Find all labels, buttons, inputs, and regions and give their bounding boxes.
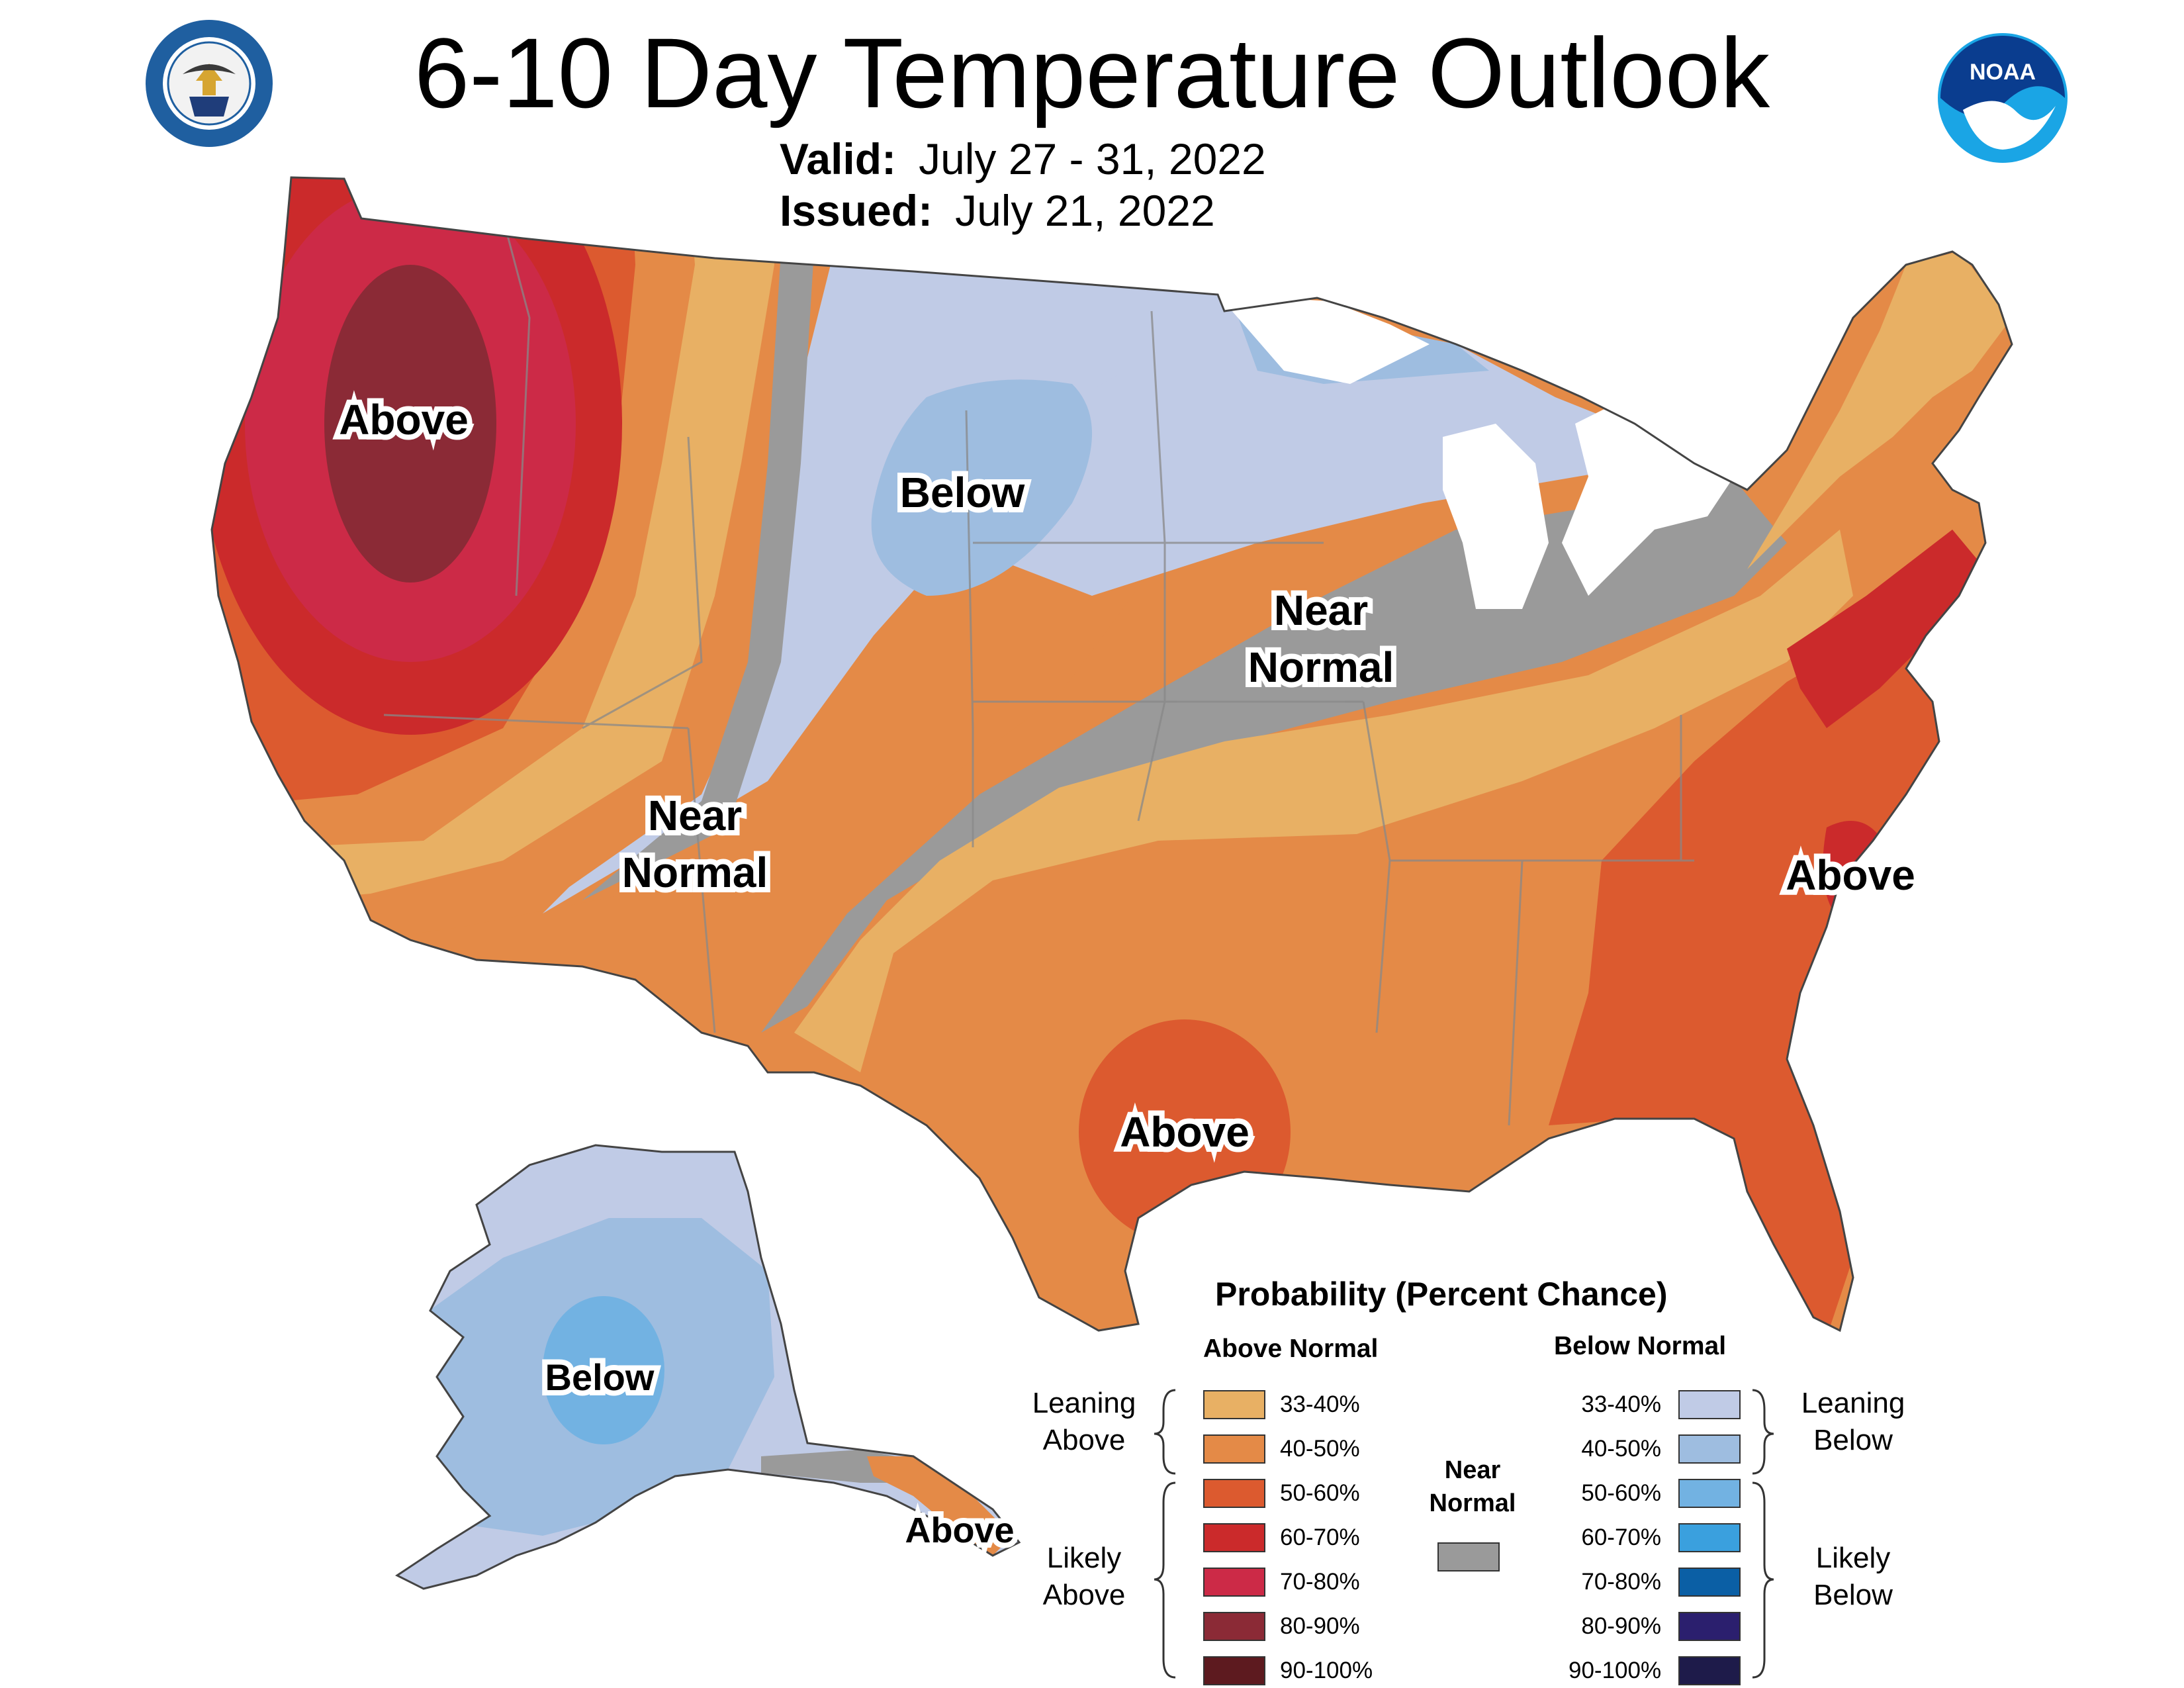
label-midwest-near-line1: Near [1274,586,1368,634]
legend-near-line1: Near [1444,1456,1501,1484]
legend-above-range: 90-100% [1280,1658,1373,1683]
issued-value: July 21, 2022 [955,186,1215,235]
legend-above-range: 70-80% [1280,1569,1360,1595]
legend-below-range: 60-70% [1581,1524,1661,1550]
legend-below-range: 33-40% [1581,1391,1661,1417]
legend-leaning-above-line1: Leaning [1032,1387,1136,1419]
valid-label: Valid: [780,134,897,183]
legend-below-swatch [1678,1390,1741,1419]
noaa-logo-icon: NOAA [1938,33,2068,163]
legend-above-range: 50-60% [1280,1480,1360,1506]
legend-likely-above-label: Likely Above [1011,1540,1157,1614]
legend-near-normal-label: Near Normal [1410,1454,1535,1520]
legend-below-range: 50-60% [1581,1480,1661,1506]
legend-likely-below-line2: Below [1813,1579,1893,1611]
legend-below-range: 40-50% [1581,1436,1661,1462]
legend-above-range: 33-40% [1280,1391,1360,1417]
legend-braces [1154,1389,1774,1679]
alaska-outline [395,1144,1021,1590]
legend-below-range: 70-80% [1581,1569,1661,1595]
legend-likely-below-line1: Likely [1815,1542,1891,1574]
legend-above-swatch [1203,1612,1265,1641]
legend-above-range: 40-50% [1280,1436,1360,1462]
label-southwest-near-line1: Near [648,792,742,839]
legend-below-swatch [1678,1568,1741,1597]
label-southwest-near-line2: Normal [622,849,768,896]
legend-below-swatch [1678,1479,1741,1508]
legend-above-range: 80-90% [1280,1613,1360,1639]
legend-likely-below-label: Likely Below [1780,1540,1926,1614]
legend-above-swatch [1203,1656,1265,1685]
noaa-logo-text: NOAA [1970,60,2036,85]
label-alaska-above: Above [905,1511,1014,1550]
conus-outline [210,176,2013,1333]
legend-above-swatch [1203,1390,1265,1419]
legend-below-swatch [1678,1523,1741,1552]
legend-likely-above-line2: Above [1042,1579,1126,1611]
legend-leaning-below-line2: Below [1813,1424,1893,1456]
valid-date-line: Valid: July 27 - 31, 2022 [780,132,1266,185]
valid-value: July 27 - 31, 2022 [919,134,1266,183]
legend-near-normal-swatch [1437,1542,1500,1571]
legend-above-swatch [1203,1479,1265,1508]
label-alaska-below: Below [545,1356,655,1398]
legend-below-range: 90-100% [1569,1658,1662,1683]
legend-title: Probability (Percent Chance) [1215,1276,1668,1313]
legend-leaning-below-line1: Leaning [1801,1387,1905,1419]
label-west-above: Above [339,396,469,444]
issued-date-line: Issued: July 21, 2022 [780,184,1215,237]
legend-above-range: 60-70% [1280,1524,1360,1550]
legend-leaning-above-label: Leaning Above [1011,1385,1157,1459]
legend-below-range: 80-90% [1581,1613,1661,1639]
legend-leaning-below-label: Leaning Below [1780,1385,1926,1459]
legend-near-line2: Normal [1429,1489,1516,1517]
legend-below-swatch [1678,1612,1741,1641]
page-title: 6-10 Day Temperature Outlook [414,17,1770,128]
label-texas-above: Above [1120,1108,1250,1156]
legend-below-heading: Below Normal [1554,1332,1727,1360]
legend-above-swatch [1203,1523,1265,1552]
legend-above-swatch [1203,1568,1265,1597]
legend-below-swatch [1678,1434,1741,1464]
legend-leaning-above-line2: Above [1042,1424,1126,1456]
legend-likely-above-line1: Likely [1046,1542,1122,1574]
issued-label: Issued: [780,186,933,235]
legend-below-swatch [1678,1656,1741,1685]
label-midwest-near-line2: Normal [1248,643,1394,691]
label-central-below: Below [900,469,1025,516]
legend-above-heading: Above Normal [1203,1335,1379,1363]
legend-above-swatch [1203,1434,1265,1464]
doc-seal-icon [146,20,273,147]
label-southeast-above: Above [1786,851,1915,899]
